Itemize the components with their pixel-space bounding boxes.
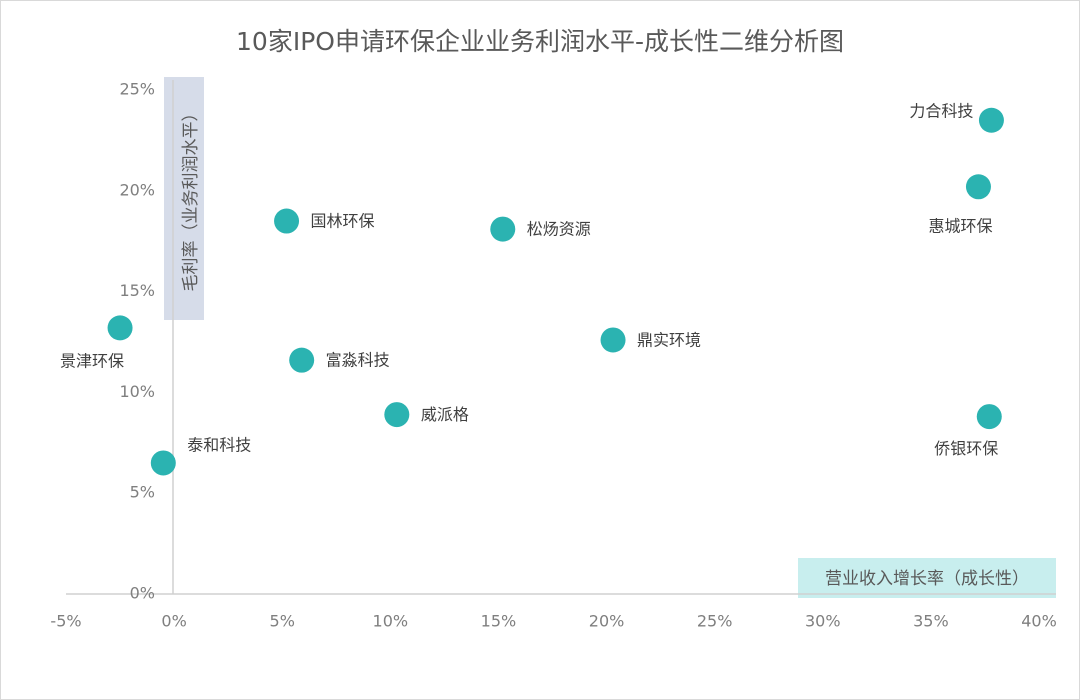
x-tick-label: 40% [1021,612,1057,631]
data-label: 力合科技 [909,102,973,121]
y-tick-label: 20% [119,180,155,199]
x-tick-label: 20% [589,612,625,631]
y-axis-title: 毛利率（业务利润水平） [181,105,201,292]
x-tick-label: 15% [481,612,517,631]
x-tick-label: -5% [50,612,81,631]
data-label: 富淼科技 [326,351,390,370]
x-tick-label: 10% [373,612,409,631]
data-label: 威派格 [421,405,469,424]
x-tick-label: 35% [913,612,949,631]
data-label: 松炀资源 [527,220,591,239]
data-point [384,402,410,428]
x-axis-title: 营业收入增长率（成长性） [825,569,1029,589]
y-tick-label: 10% [119,382,155,401]
data-label: 侨银环保 [934,439,998,458]
x-tick-label: 30% [805,612,841,631]
data-point [976,404,1002,430]
data-point [107,315,133,341]
data-label: 国林环保 [311,212,375,231]
data-label: 泰和科技 [187,435,251,454]
data-point [978,107,1004,133]
data-label: 惠城环保 [928,216,992,235]
data-point [150,450,176,476]
x-tick-label: 5% [270,612,295,631]
y-tick-label: 25% [119,80,155,99]
x-tick-label: 0% [161,612,186,631]
y-tick-label: 15% [119,281,155,300]
y-axis-title-box [164,77,204,320]
chart-title: 10家IPO申请环保企业业务利润水平-成长性二维分析图 [236,27,844,56]
data-point [600,327,626,353]
data-point [274,208,300,234]
x-axis-title-box [798,558,1056,598]
x-tick-label: 25% [697,612,733,631]
data-label: 鼎实环境 [637,330,701,349]
y-tick-label: 5% [130,483,155,502]
data-point [490,216,516,242]
data-point [289,347,315,373]
y-tick-label: 0% [130,584,155,603]
data-point [965,174,991,200]
data-label: 景津环保 [60,351,124,370]
